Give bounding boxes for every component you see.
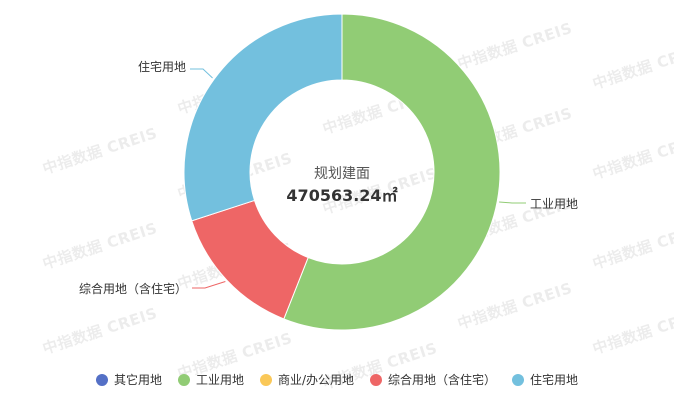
slice-3[interactable] bbox=[191, 199, 309, 320]
leader-line-3 bbox=[192, 281, 226, 289]
leader-line-1 bbox=[499, 201, 526, 204]
legend-swatch bbox=[259, 373, 272, 386]
slice-label-1: 工业用地 bbox=[530, 197, 578, 211]
center-label: 规划建面 bbox=[314, 166, 370, 182]
legend-item-3[interactable]: 综合用地（含住宅） bbox=[370, 371, 496, 388]
legend-item-1[interactable]: 工业用地 bbox=[177, 371, 244, 388]
legend-label: 商业/办公用地 bbox=[277, 373, 355, 387]
slice-label-3: 综合用地（含住宅） bbox=[79, 281, 187, 296]
slice-label-4: 住宅用地 bbox=[138, 59, 186, 74]
legend-item-0[interactable]: 其它用地 bbox=[95, 371, 162, 388]
leader-line-4 bbox=[190, 68, 213, 79]
legend-item-2[interactable]: 商业/办公用地 bbox=[259, 371, 355, 388]
leader-lines-group bbox=[190, 68, 526, 289]
legend-label: 工业用地 bbox=[195, 373, 244, 387]
center-value: 470563.24㎡ bbox=[286, 186, 397, 205]
slices-group bbox=[183, 13, 501, 331]
legend-label: 住宅用地 bbox=[530, 373, 579, 387]
slice-4[interactable] bbox=[183, 13, 343, 222]
slice-1[interactable] bbox=[283, 13, 501, 331]
legend-swatch bbox=[95, 373, 108, 386]
legend-label: 综合用地（含住宅） bbox=[388, 373, 497, 387]
chart-legend: 其它用地 工业用地 商业/办公用地 综合用地（含住宅） 住宅用地 bbox=[0, 371, 674, 388]
legend-swatch bbox=[370, 373, 383, 386]
legend-swatch bbox=[512, 373, 525, 386]
legend-swatch bbox=[177, 373, 190, 386]
legend-item-4[interactable]: 住宅用地 bbox=[512, 371, 578, 388]
legend-label: 其它用地 bbox=[113, 373, 162, 387]
